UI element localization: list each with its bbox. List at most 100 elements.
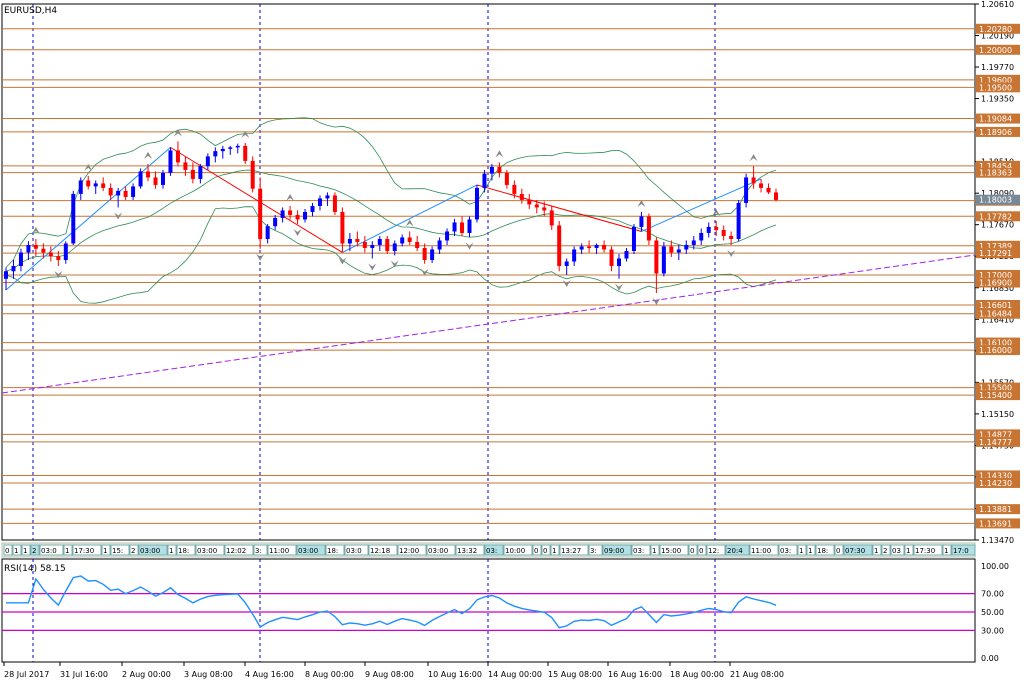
time-chip-label: 03: xyxy=(633,547,644,555)
candle-body xyxy=(78,180,83,194)
time-chip-label: 03 xyxy=(892,547,901,555)
candle-body xyxy=(706,226,711,233)
current-price-label: 1.18003 xyxy=(979,196,1012,205)
candle-body xyxy=(721,229,726,236)
candle-body xyxy=(101,183,106,188)
candle-body xyxy=(153,177,158,185)
level-price-tag xyxy=(976,270,1020,281)
rsi-tick-label: 30.00 xyxy=(981,626,1004,635)
time-chip xyxy=(697,544,707,556)
candle-body xyxy=(504,172,509,185)
candle-body xyxy=(445,231,450,241)
candle-body xyxy=(377,238,382,245)
time-chip-label: 0 xyxy=(699,547,703,555)
time-chip xyxy=(834,544,844,556)
time-tick-label: 8 Aug 00:00 xyxy=(305,670,354,679)
time-chip-label: 1 xyxy=(652,547,656,555)
candle-body xyxy=(766,187,771,193)
time-chip-label: 03:0 xyxy=(41,547,57,555)
candle-body xyxy=(160,172,165,185)
time-chip-label: 09:00 xyxy=(604,547,624,555)
time-chip-label: 1 xyxy=(65,547,69,555)
candle-body xyxy=(228,147,233,149)
level-price-label: 1.15400 xyxy=(979,391,1012,400)
level-price-tag xyxy=(976,470,1020,481)
fractal-down-marker xyxy=(615,283,624,291)
candle-body xyxy=(340,211,345,244)
time-chip xyxy=(195,544,225,556)
fractal-down-marker xyxy=(114,212,123,220)
time-tick-label: 31 Jul 16:00 xyxy=(60,670,108,679)
time-tick-label: 14 Aug 00:00 xyxy=(488,670,542,679)
candle-body xyxy=(116,190,121,196)
fractal-down-marker xyxy=(652,298,661,306)
candle-body xyxy=(63,243,68,260)
time-chip xyxy=(806,544,816,556)
candle-body xyxy=(400,237,405,244)
candle-body xyxy=(669,246,674,253)
time-chip-label: 15: xyxy=(112,547,123,555)
price-tick-label: 1.20190 xyxy=(981,32,1014,41)
candle-body xyxy=(265,226,270,239)
level-price-tag xyxy=(976,211,1020,222)
fractal-up-marker xyxy=(637,199,646,207)
fractal-up-marker xyxy=(495,150,504,158)
rsi-label: RSI(14) 58.15 xyxy=(4,564,66,574)
level-price-tag xyxy=(976,248,1020,259)
fractal-up-marker xyxy=(749,154,758,162)
time-chip xyxy=(725,544,750,556)
candle-body xyxy=(594,244,599,248)
candle-body xyxy=(138,171,143,187)
time-chip-label: 11:00 xyxy=(269,547,289,555)
time-tick-label: 28 Jul 2017 xyxy=(4,670,49,679)
time-chip xyxy=(39,544,64,556)
candle-body xyxy=(168,150,173,173)
fractal-up-marker xyxy=(405,219,414,227)
candle-body xyxy=(684,244,689,250)
horizontal-levels[interactable] xyxy=(2,28,975,524)
candle-body xyxy=(415,241,420,248)
candle-body xyxy=(280,210,285,218)
fractal-down-marker xyxy=(54,270,63,278)
time-chip xyxy=(110,544,130,556)
candle-body xyxy=(243,145,248,161)
time-chip-label: 1 xyxy=(23,547,27,555)
fractal-down-marker xyxy=(390,260,399,268)
time-chip xyxy=(872,544,882,556)
level-price-label: 1.20000 xyxy=(979,46,1012,55)
time-chip xyxy=(942,544,952,556)
trendline[interactable] xyxy=(1,254,976,394)
time-chip-label: 0 xyxy=(690,547,694,555)
candle-body xyxy=(325,195,330,199)
candle-body xyxy=(714,226,719,230)
level-price-tag xyxy=(976,390,1020,401)
price-tick-label: 1.17670 xyxy=(981,221,1014,230)
time-chip xyxy=(3,544,13,556)
level-price-tag xyxy=(976,113,1020,124)
zigzag-segment xyxy=(170,146,343,253)
rsi-panel[interactable]: 100.00 70.00 50.00 30.00 0.00 xyxy=(2,562,1009,663)
fractal-down-marker xyxy=(727,249,736,257)
fractal-markers xyxy=(31,129,758,306)
candle-body xyxy=(235,145,240,148)
time-chip xyxy=(532,544,542,556)
level-price-label: 1.19084 xyxy=(979,115,1012,124)
time-chip-label: 1 xyxy=(808,547,812,555)
level-price-label: 1.13691 xyxy=(979,519,1012,528)
price-tick-label: 1.16830 xyxy=(981,284,1014,293)
level-price-tag xyxy=(976,126,1020,137)
level-price-tag xyxy=(976,504,1020,515)
candle-body xyxy=(564,261,569,266)
time-tick-label: 10 Aug 16:00 xyxy=(428,670,482,679)
time-chip-label: 2 xyxy=(883,547,887,555)
rsi-tick-label: 0.00 xyxy=(981,654,999,663)
candle-body xyxy=(4,271,8,279)
price-tick-label: 1.20610 xyxy=(981,0,1014,9)
level-price-label: 1.13881 xyxy=(979,505,1012,514)
time-chip-label: 1 xyxy=(14,547,18,555)
candle-body xyxy=(557,225,562,266)
time-chip-label: 0 xyxy=(836,547,840,555)
time-label-strip: 0 1 1 2 03:0 1 17:30 1 15: 2 03:00 1 18: 03:00 12:02 3:… xyxy=(1,542,976,558)
